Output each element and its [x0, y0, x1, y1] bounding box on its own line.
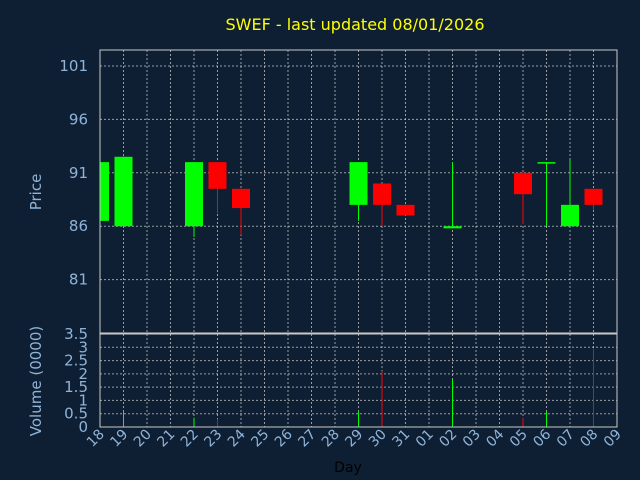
volume-tick-label: 1.5	[64, 378, 88, 396]
x-tick-labels: 18 19 20 21 22 23 24 25 26 27 28 29 30 31 01 02 03 04 05 06…	[84, 426, 625, 450]
x-tick-label: 29	[342, 427, 366, 451]
candle-body	[584, 188, 603, 205]
volume-tick-label: 0	[78, 418, 88, 436]
x-tick-label: 04	[483, 426, 507, 450]
volume-tick-label: 1	[78, 391, 88, 409]
candle-body	[514, 172, 532, 195]
x-tick-label: 02	[436, 427, 460, 451]
volume-tick-labels: 00.511.522.533.5	[64, 325, 88, 436]
price-tick-labels: 81 86 91 96 101	[59, 57, 88, 289]
x-tick-label: 28	[319, 427, 343, 451]
volume-tick-label: 0.5	[64, 405, 88, 423]
x-tick-label: 24	[225, 426, 249, 450]
x-tick-label: 22	[178, 427, 202, 451]
x-tick-label: 07	[554, 427, 578, 451]
candle-body	[443, 226, 462, 229]
volume-axis-label: Volume (0000)	[27, 326, 45, 436]
price-tick-label: 101	[59, 57, 88, 75]
volume-tick-label: 2.5	[64, 352, 88, 370]
price-tick-label: 81	[69, 271, 88, 289]
x-tick-label: 25	[248, 427, 272, 451]
x-tick-label: 09	[601, 427, 625, 451]
price-tick-label: 91	[69, 164, 88, 182]
candle-body	[208, 162, 227, 189]
x-tick-label: 26	[272, 426, 296, 450]
candle-body	[349, 162, 368, 205]
candle-body	[185, 162, 203, 227]
x-tick-label: 05	[507, 427, 531, 451]
price-panel-frame	[99, 49, 618, 334]
volume-tick-label: 2	[78, 365, 88, 383]
candle-body	[114, 156, 133, 227]
candle-body	[537, 162, 556, 164]
x-tick-label: 03	[460, 427, 484, 451]
candle-body	[232, 188, 250, 209]
x-tick-label: 23	[201, 427, 225, 451]
x-tick-label: 08	[577, 427, 601, 451]
volume-tick-label: 3.5	[64, 325, 88, 343]
x-tick-label: 30	[366, 427, 390, 451]
candles	[99, 156, 603, 237]
price-tick-label: 86	[69, 217, 88, 235]
price-tick-label: 96	[69, 110, 88, 128]
chart-title: SWEF - last updated 08/01/2026	[225, 15, 484, 34]
x-axis-label: Day	[334, 460, 362, 476]
x-tick-label: 06	[530, 426, 554, 450]
candle-body	[561, 204, 579, 227]
price-axis-label: Price	[27, 174, 45, 211]
x-tick-label: 20	[131, 427, 155, 451]
candle-body	[396, 204, 415, 216]
x-tick-label: 19	[107, 427, 131, 451]
volume-tick-label: 3	[78, 338, 88, 356]
x-tick-label: 31	[389, 427, 413, 451]
candle-body	[373, 183, 391, 205]
x-tick-label: 01	[413, 427, 437, 451]
candle-body	[100, 162, 109, 221]
volume-panel-frame	[99, 333, 618, 428]
x-tick-label: 21	[154, 427, 178, 451]
x-tick-label: 27	[295, 427, 319, 451]
volume-bars	[123, 348, 594, 427]
